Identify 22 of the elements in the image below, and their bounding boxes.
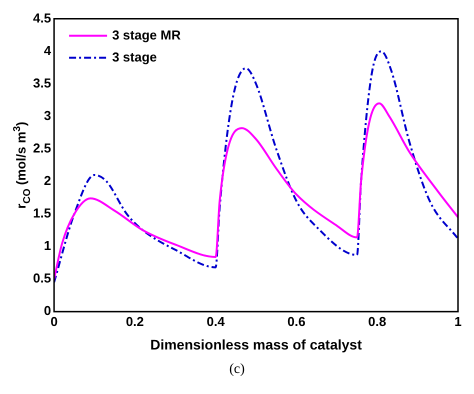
text: (c): [228, 362, 246, 378]
legend-label: 3 stage MR: [112, 27, 182, 42]
line-series: [54, 102, 458, 280]
y-tick-label: 2.5: [32, 140, 52, 156]
y-tick-label: 3: [44, 108, 52, 123]
line-series: [54, 50, 458, 284]
y-tick-label: 3.5: [32, 75, 52, 90]
y-tick-label: 4.5: [32, 10, 52, 26]
y-tick-label: 0: [44, 303, 52, 318]
y-tick-label: 1.5: [32, 206, 52, 221]
x-tick-label: 0.6: [287, 314, 306, 329]
x-tick-label: 0.2: [126, 314, 144, 329]
x-tick-label: 1: [454, 314, 462, 329]
y-tick-label: 0.5: [32, 270, 52, 286]
x-axis-title: Dimensionless mass of catalyst: [150, 336, 362, 352]
y-axis-title: rCO (mol/s m3): [12, 122, 33, 209]
x-tick-label: 0.8: [368, 314, 386, 329]
x-tick-label: 0.4: [206, 314, 226, 329]
y-tick-label: 4: [44, 42, 52, 58]
y-tick-label: 1: [44, 238, 52, 254]
legend-label: 3 stage: [112, 49, 157, 64]
y-tick-label: 2: [44, 173, 52, 188]
